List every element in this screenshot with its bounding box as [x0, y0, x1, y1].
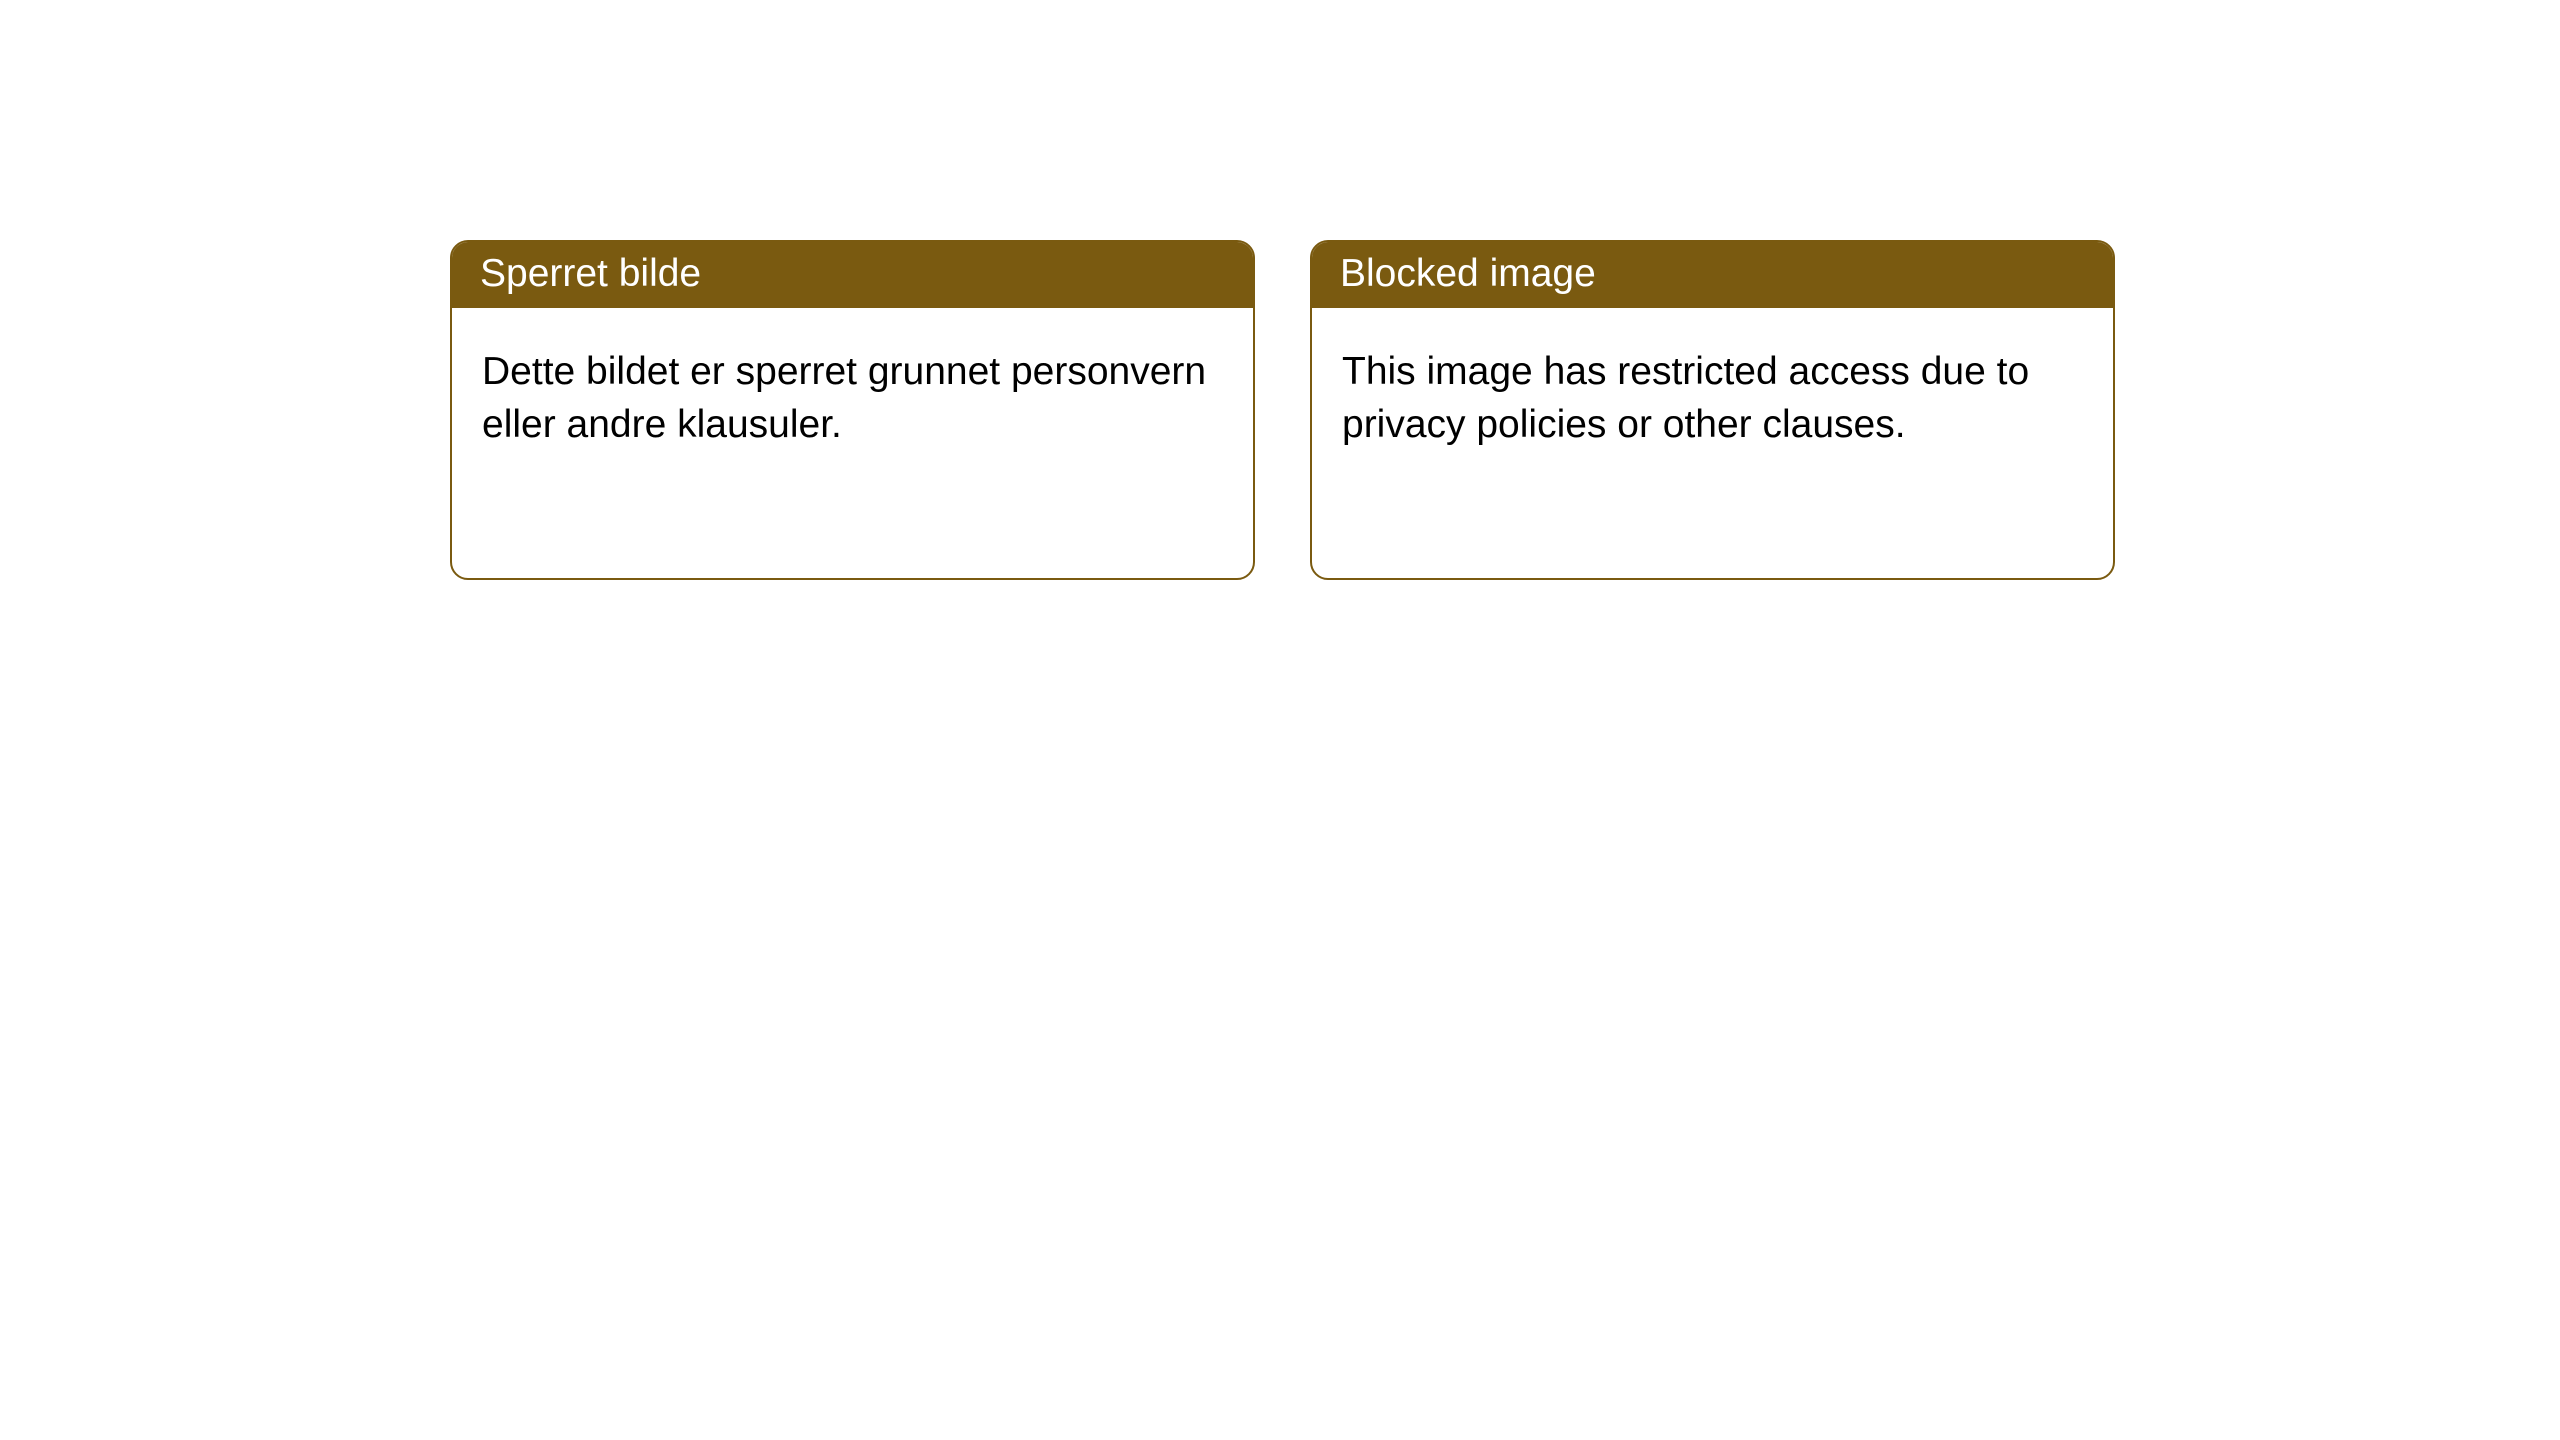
notice-cards-container: Sperret bilde Dette bildet er sperret gr…: [450, 240, 2115, 580]
notice-card-english: Blocked image This image has restricted …: [1310, 240, 2115, 580]
notice-card-norwegian: Sperret bilde Dette bildet er sperret gr…: [450, 240, 1255, 580]
notice-body-english: This image has restricted access due to …: [1312, 308, 2113, 489]
notice-body-norwegian: Dette bildet er sperret grunnet personve…: [452, 308, 1253, 489]
notice-header-english: Blocked image: [1312, 242, 2113, 308]
notice-header-norwegian: Sperret bilde: [452, 242, 1253, 308]
